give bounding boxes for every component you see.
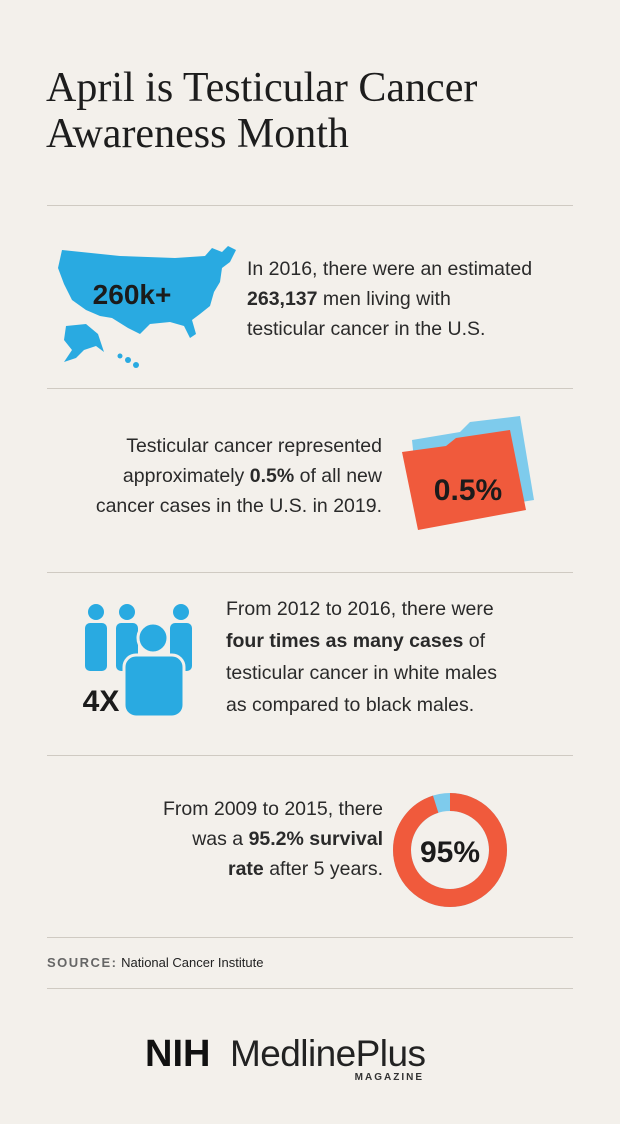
source-label: SOURCE: <box>47 955 118 970</box>
text: of <box>463 630 486 652</box>
donut-label: 95% <box>420 836 480 869</box>
text-line: approximately 0.5% of all new <box>123 464 382 488</box>
alaska <box>64 324 104 362</box>
text: men living with <box>317 288 451 310</box>
text-line: From 2009 to 2015, there <box>163 797 383 821</box>
text: In 2016, there were an estimated <box>247 258 533 280</box>
text-line: rate after 5 years. <box>228 857 383 881</box>
us-map <box>58 246 236 338</box>
logo-sub: MAGAZINE <box>355 1072 424 1083</box>
divider <box>47 755 573 756</box>
bold-text: four times as many cases <box>226 630 464 652</box>
divider <box>47 205 573 206</box>
logo-nih: NIH <box>145 1033 210 1075</box>
text-line: was a 95.2% survival <box>192 827 383 851</box>
title-line: April is Testicular Cancer <box>46 65 478 111</box>
logo-name: MedlinePlus <box>230 1033 426 1074</box>
divider <box>47 937 573 938</box>
folder-label: 0.5% <box>434 474 502 507</box>
map-label: 260k+ <box>93 279 172 310</box>
text: was a <box>192 828 249 850</box>
bold-text: 0.5% <box>249 465 295 487</box>
divider <box>47 572 573 573</box>
text-line: testicular cancer in white males <box>226 661 497 685</box>
title-line: Awareness Month <box>46 111 349 157</box>
folder-front <box>402 430 526 530</box>
text: after 5 years. <box>263 858 383 880</box>
hawaii <box>117 353 123 359</box>
divider <box>47 388 573 389</box>
text: testicular cancer in the U.S. <box>247 318 486 340</box>
text: testicular cancer in white males <box>226 662 497 684</box>
text-line: In 2016, there were an estimated <box>247 257 532 281</box>
donut-arc <box>393 793 507 907</box>
bold-text: rate <box>228 858 264 880</box>
text-line: four times as many cases of <box>226 629 485 653</box>
text: as compared to black males. <box>226 694 475 716</box>
people-label: 4X <box>83 685 120 718</box>
text-line: cancer cases in the U.S. in 2019. <box>96 494 382 518</box>
text-line: 263,137 men living with <box>247 287 451 311</box>
text: From 2012 to 2016, there were <box>226 598 494 620</box>
bold-text: 95.2% survival <box>248 828 383 850</box>
source-text: National Cancer Institute <box>121 955 264 970</box>
bold-text: 263,137 <box>247 288 318 310</box>
hawaii <box>133 362 139 368</box>
source: SOURCE: National Cancer Institute <box>47 955 263 970</box>
text-line: Testicular cancer represented <box>126 434 382 458</box>
text: of all new <box>294 465 382 487</box>
text-line: testicular cancer in the U.S. <box>247 317 485 341</box>
text-line: as compared to black males. <box>226 693 474 717</box>
text-line: From 2012 to 2016, there were <box>226 597 494 621</box>
divider <box>47 988 573 989</box>
text: From 2009 to 2015, there <box>162 798 383 820</box>
hawaii <box>125 357 131 363</box>
text: cancer cases in the U.S. in 2019. <box>95 495 382 517</box>
people-icon <box>85 604 192 719</box>
text: Testicular cancer represented <box>126 435 382 457</box>
text: approximately <box>122 465 250 487</box>
